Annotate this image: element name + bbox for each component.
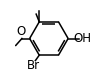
Text: O: O	[17, 25, 26, 38]
Text: Br: Br	[27, 59, 40, 72]
Text: OH: OH	[73, 32, 91, 45]
